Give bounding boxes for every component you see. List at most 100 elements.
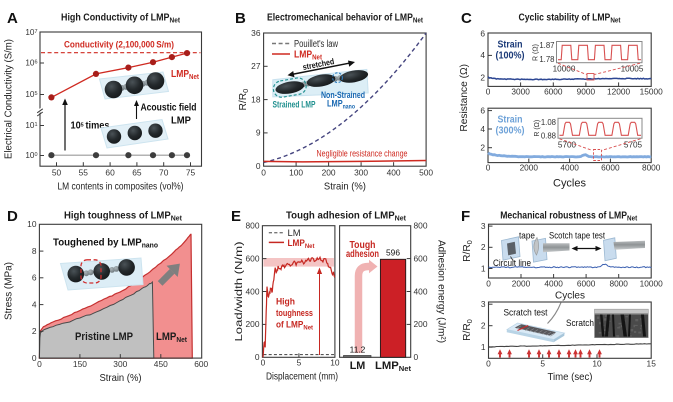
svg-text:Strained LMP: Strained LMP: [273, 100, 316, 110]
svg-text:LMPNet: LMPNet: [171, 69, 199, 81]
svg-text:6000: 6000: [544, 87, 563, 97]
svg-text:(100%): (100%): [496, 51, 525, 62]
svg-text:400: 400: [387, 168, 401, 178]
svg-text:8000: 8000: [642, 163, 661, 173]
svg-text:Strain: Strain: [498, 115, 523, 126]
svg-text:Electromechanical behavior of: Electromechanical behavior of LMPNet: [267, 13, 423, 25]
svg-text:450: 450: [154, 359, 168, 369]
svg-text:6000: 6000: [601, 163, 620, 173]
svg-text:106: 106: [25, 59, 37, 68]
svg-text:8000: 8000: [609, 279, 628, 289]
svg-text:800: 800: [414, 221, 428, 231]
svg-text:R/R0: R/R0: [238, 89, 250, 111]
svg-text:1.87: 1.87: [539, 41, 554, 50]
svg-text:10000: 10000: [640, 279, 663, 289]
svg-text:105: 105: [25, 90, 37, 99]
svg-text:600: 600: [194, 359, 208, 369]
svg-text:10: 10: [592, 359, 602, 369]
svg-text:3000: 3000: [511, 87, 530, 97]
svg-text:75: 75: [186, 168, 196, 178]
svg-text:2: 2: [481, 321, 486, 331]
svg-text:0: 0: [261, 168, 266, 178]
svg-text:0: 0: [256, 161, 261, 171]
svg-text:Circuit line: Circuit line: [493, 258, 531, 269]
svg-text:0.88: 0.88: [541, 131, 556, 140]
svg-text:2: 2: [32, 326, 37, 336]
svg-text:4000: 4000: [544, 279, 563, 289]
svg-text:Scratch test: Scratch test: [504, 308, 548, 319]
svg-text:5: 5: [297, 358, 302, 368]
svg-text:6000: 6000: [577, 279, 596, 289]
svg-text:0: 0: [486, 87, 491, 97]
svg-text:Strain: Strain: [498, 40, 523, 51]
svg-text:Tough adhesion of LMPNet: Tough adhesion of LMPNet: [286, 211, 406, 223]
svg-text:adhesion: adhesion: [346, 249, 379, 260]
svg-text:15000: 15000: [640, 87, 663, 97]
svg-text:6: 6: [480, 105, 485, 115]
svg-text:300: 300: [354, 168, 368, 178]
svg-text:0: 0: [486, 279, 491, 289]
svg-text:107: 107: [25, 28, 37, 37]
svg-text:400: 400: [414, 286, 428, 296]
svg-text:Load/width (N/m): Load/width (N/m): [234, 242, 245, 342]
svg-text:Displacement (mm): Displacement (mm): [266, 372, 338, 383]
svg-text:R (Ω): R (Ω): [534, 120, 541, 137]
svg-text:Electrical Conductivity (S/m): Electrical Conductivity (S/m): [4, 39, 15, 159]
svg-text:Strain (%): Strain (%): [324, 182, 366, 193]
svg-text:596: 596: [386, 248, 400, 258]
svg-text:E: E: [231, 208, 241, 225]
svg-text:800: 800: [246, 221, 260, 231]
svg-text:9: 9: [256, 128, 261, 138]
svg-text:300: 300: [113, 359, 127, 369]
svg-text:6: 6: [480, 28, 485, 38]
svg-text:10: 10: [27, 219, 37, 229]
svg-text:Cycles: Cycles: [553, 178, 586, 190]
svg-text:Scratch: Scratch: [566, 318, 594, 329]
svg-text:65: 65: [132, 168, 142, 178]
svg-text:LMP: LMP: [171, 116, 191, 127]
svg-text:2: 2: [480, 143, 485, 153]
svg-text:Acoustic field: Acoustic field: [141, 103, 197, 114]
svg-text:200: 200: [414, 319, 428, 329]
svg-text:4: 4: [480, 50, 485, 60]
svg-text:101: 101: [25, 121, 37, 130]
svg-text:Strain (%): Strain (%): [100, 373, 142, 384]
svg-text:200: 200: [246, 319, 260, 329]
svg-text:LM: LM: [288, 227, 301, 238]
svg-text:100: 100: [25, 151, 37, 160]
svg-text:0: 0: [486, 163, 491, 173]
svg-text:100: 100: [289, 168, 303, 178]
svg-text:Cycles: Cycles: [555, 291, 585, 302]
svg-text:High: High: [276, 296, 295, 307]
svg-text:LMPNet: LMPNet: [294, 50, 323, 62]
svg-text:Stress (MPa): Stress (MPa): [4, 262, 15, 320]
svg-text:1: 1: [481, 342, 486, 352]
svg-text:1: 1: [481, 263, 486, 273]
svg-text:High toughness of LMPNet: High toughness of LMPNet: [64, 211, 182, 223]
svg-text:Non-Strained: Non-Strained: [321, 90, 365, 100]
svg-text:4000: 4000: [560, 163, 579, 173]
svg-text:Resistance (Ω): Resistance (Ω): [459, 64, 470, 132]
svg-text:(300%): (300%): [496, 126, 525, 137]
svg-text:2000: 2000: [520, 163, 539, 173]
svg-text:6: 6: [32, 273, 37, 283]
svg-text:2: 2: [480, 73, 485, 83]
svg-text:B: B: [235, 10, 246, 27]
svg-text:9000: 9000: [577, 87, 596, 97]
svg-text:Negligible resistance change: Negligible resistance change: [317, 149, 408, 159]
svg-text:LM: LM: [350, 360, 366, 372]
svg-text:Scotch tape test: Scotch tape test: [549, 231, 605, 242]
svg-text:High Conductivity of LMPNet: High Conductivity of LMPNet: [61, 13, 180, 25]
svg-text:Pouillet's law: Pouillet's law: [294, 39, 339, 50]
svg-text:500: 500: [419, 168, 433, 178]
svg-text:2: 2: [481, 242, 486, 252]
svg-text:36: 36: [251, 28, 261, 38]
svg-text:C: C: [461, 10, 472, 27]
svg-text:4: 4: [480, 124, 485, 134]
svg-text:1.08: 1.08: [541, 118, 556, 127]
svg-text:55: 55: [79, 168, 89, 178]
svg-text:Time (sec): Time (sec): [548, 372, 593, 383]
svg-text:400: 400: [246, 286, 260, 296]
svg-text:D: D: [7, 208, 18, 225]
svg-text:5705: 5705: [624, 141, 643, 150]
